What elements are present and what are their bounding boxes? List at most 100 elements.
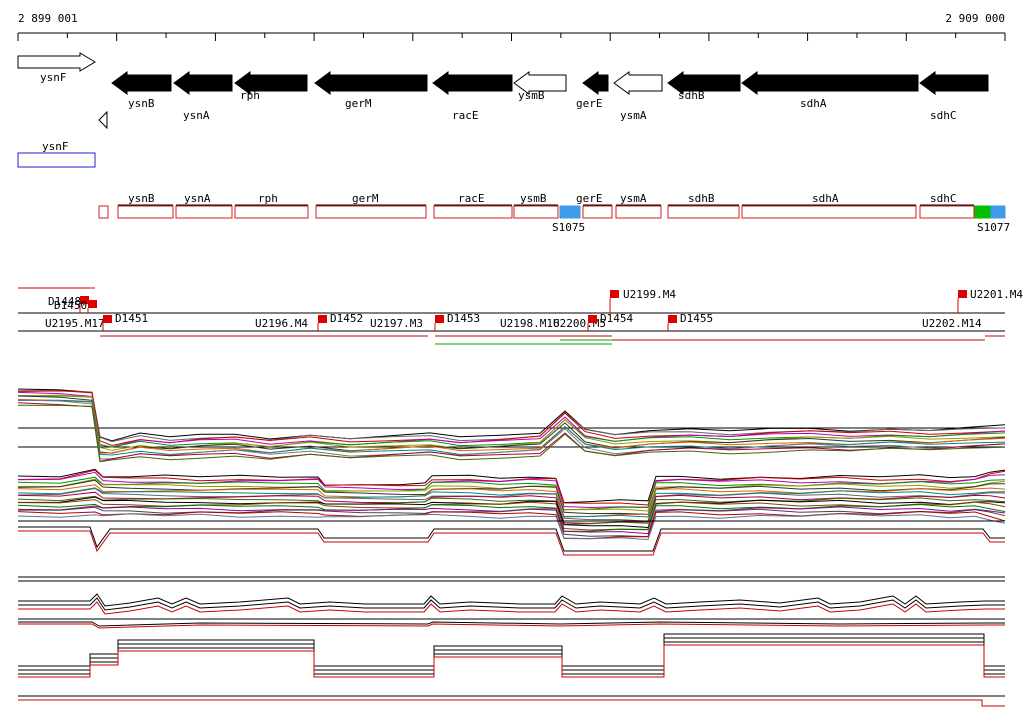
- gene-arrow-ysmA[interactable]: [613, 71, 663, 95]
- flag-icon[interactable]: [668, 315, 677, 323]
- segment-box-ysnB[interactable]: [117, 205, 174, 219]
- profile-line: [17, 390, 1006, 443]
- gene-label: ysnF: [40, 71, 67, 84]
- marker-label: D1454: [600, 312, 633, 325]
- marker-label: U2196.M4: [255, 317, 308, 330]
- srna-segment[interactable]: [559, 205, 581, 219]
- segment-box-sdhC[interactable]: [919, 205, 975, 219]
- profile-line: [17, 496, 1006, 529]
- marker-D1454[interactable]: D1454: [587, 312, 633, 331]
- segment-label: rph: [258, 192, 278, 205]
- gene-arrow-ysmB[interactable]: [513, 71, 567, 95]
- marker-U2201.M4[interactable]: U2201.M4: [957, 288, 1023, 313]
- gene-arrow-racE[interactable]: [432, 71, 513, 95]
- marker-D1451[interactable]: D1451: [102, 312, 148, 331]
- marker-label: D1450: [54, 299, 87, 312]
- flat-red: [18, 699, 1005, 707]
- marker-D1452[interactable]: D1452: [317, 312, 363, 331]
- segment-box-racE[interactable]: [433, 205, 513, 219]
- ruler-end-label: 2 909 000: [945, 12, 1005, 25]
- marker-label: U2197.M3: [370, 317, 423, 330]
- expression-panel-3: [18, 576, 1005, 629]
- srna-label: S1077: [977, 221, 1010, 234]
- segment-label: ysnB: [128, 192, 155, 205]
- profile-line: [17, 390, 1006, 447]
- gene-arrow-gerE[interactable]: [582, 71, 609, 95]
- gene-arrow-ysnB[interactable]: [111, 71, 172, 95]
- gene-label: sdhC: [930, 109, 957, 122]
- segment-label: ysmA: [620, 192, 647, 205]
- marker-label: U2199.M4: [623, 288, 676, 301]
- profile-line: [17, 469, 1006, 506]
- marker-D1453[interactable]: D1453: [434, 312, 480, 331]
- gene-label: ysnB: [128, 97, 155, 110]
- segment-box-sdhB[interactable]: [667, 205, 740, 219]
- gene-arrow-rph[interactable]: [234, 71, 308, 95]
- srna-segment[interactable]: [974, 205, 992, 219]
- segment-box-unnamed[interactable]: [98, 205, 109, 219]
- gene-label: gerE: [576, 97, 603, 110]
- marker-D1450[interactable]: D1450: [54, 299, 97, 313]
- gene-arrow-sdhA[interactable]: [741, 71, 919, 95]
- segment-label: sdhB: [688, 192, 715, 205]
- gene-label: sdhB: [678, 89, 705, 102]
- profile-line: [17, 476, 1006, 511]
- segment-label: gerE: [576, 192, 603, 205]
- marker-label: D1455: [680, 312, 713, 325]
- segment-box-ysmA[interactable]: [615, 205, 662, 219]
- segment-box-ysnA[interactable]: [175, 205, 233, 219]
- flag-icon[interactable]: [80, 296, 89, 304]
- flag-icon[interactable]: [88, 300, 97, 308]
- step-profile: [18, 641, 1005, 675]
- wavy-profile: [18, 593, 1005, 607]
- segment-label: racE: [458, 192, 485, 205]
- selected-gene-box[interactable]: [17, 152, 96, 168]
- segment-box-rph[interactable]: [234, 205, 309, 219]
- gene-arrow-gerM[interactable]: [314, 71, 428, 95]
- marker-U2198.M16[interactable]: U2198.M16: [500, 317, 560, 330]
- expression-panel-1: [17, 388, 1006, 463]
- profile-line: [17, 503, 1006, 532]
- segment-label: sdhA: [812, 192, 839, 205]
- marker-U2202.M14[interactable]: U2202.M14: [922, 317, 982, 330]
- gene-arrow-sdhB[interactable]: [667, 71, 741, 95]
- segment-label: gerM: [352, 192, 379, 205]
- flag-icon[interactable]: [103, 315, 112, 323]
- marker-label: D1452: [330, 312, 363, 325]
- flag-icon[interactable]: [318, 315, 327, 323]
- gene-arrow-ysnF[interactable]: [17, 52, 96, 72]
- marker-U2195.M17[interactable]: U2195.M17: [45, 317, 105, 330]
- marker-D1448[interactable]: D1448: [48, 295, 89, 313]
- low-profile: [18, 526, 1005, 552]
- step-profile: [18, 633, 1005, 667]
- marker-U2197.M3[interactable]: U2197.M3: [370, 317, 423, 330]
- gene-label: rph: [240, 89, 260, 102]
- srna-label: S1075: [552, 221, 585, 234]
- gene-label: sdhA: [800, 97, 827, 110]
- srna-segment[interactable]: [990, 205, 1006, 219]
- segment-box-gerE[interactable]: [582, 205, 613, 219]
- marker-U2200.M5[interactable]: U2200.M5: [553, 317, 606, 330]
- flag-icon[interactable]: [610, 290, 619, 298]
- low-profile: [18, 530, 1005, 556]
- flag-icon[interactable]: [958, 290, 967, 298]
- gene-arrow-ysnA[interactable]: [173, 71, 233, 95]
- marker-D1455[interactable]: D1455: [667, 312, 713, 331]
- marker-U2196.M4[interactable]: U2196.M4: [255, 317, 308, 330]
- flag-icon[interactable]: [588, 315, 597, 323]
- gene-arrow-sdhC[interactable]: [919, 71, 989, 95]
- segment-box-sdhA[interactable]: [741, 205, 917, 219]
- gene-fragment-arrow[interactable]: [98, 110, 108, 130]
- marker-U2199.M4[interactable]: U2199.M4: [609, 288, 676, 313]
- profile-line: [17, 391, 1006, 448]
- flag-icon[interactable]: [435, 315, 444, 323]
- segment-box-ysmB[interactable]: [513, 205, 559, 219]
- marker-label: U2200.M5: [553, 317, 606, 330]
- profile-line: [17, 511, 1006, 540]
- ruler: [17, 32, 1006, 41]
- marker-label: D1451: [115, 312, 148, 325]
- profile-line: [17, 513, 1006, 541]
- segment-box-gerM[interactable]: [315, 205, 427, 219]
